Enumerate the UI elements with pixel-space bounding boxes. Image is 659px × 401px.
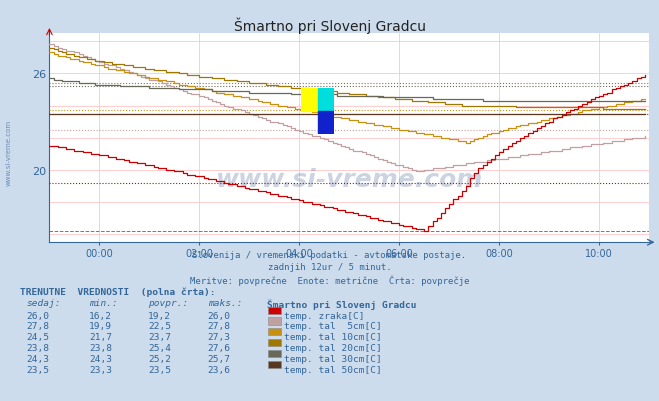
Text: temp. tal 30cm[C]: temp. tal 30cm[C] <box>284 354 382 363</box>
Text: min.:: min.: <box>89 299 118 308</box>
Text: 24,3: 24,3 <box>26 354 49 363</box>
Text: Šmartno pri Slovenj Gradcu: Šmartno pri Slovenj Gradcu <box>267 299 416 309</box>
Text: Slovenija / vremenski podatki - avtomatske postaje.: Slovenija / vremenski podatki - avtomats… <box>192 251 467 259</box>
Text: 27,3: 27,3 <box>208 332 231 341</box>
Text: 25,7: 25,7 <box>208 354 231 363</box>
Text: temp. tal 10cm[C]: temp. tal 10cm[C] <box>284 332 382 341</box>
Text: 24,5: 24,5 <box>26 332 49 341</box>
Text: povpr.:: povpr.: <box>148 299 188 308</box>
Text: temp. tal 20cm[C]: temp. tal 20cm[C] <box>284 343 382 352</box>
Text: 27,8: 27,8 <box>208 322 231 330</box>
Text: 19,2: 19,2 <box>148 311 171 320</box>
Text: 23,5: 23,5 <box>26 365 49 374</box>
Text: 19,9: 19,9 <box>89 322 112 330</box>
Text: 23,6: 23,6 <box>208 365 231 374</box>
Text: 25,4: 25,4 <box>148 343 171 352</box>
Text: temp. tal 50cm[C]: temp. tal 50cm[C] <box>284 365 382 374</box>
Text: Šmartno pri Slovenj Gradcu: Šmartno pri Slovenj Gradcu <box>233 17 426 34</box>
Text: 23,3: 23,3 <box>89 365 112 374</box>
Text: sedaj:: sedaj: <box>26 299 61 308</box>
Text: 22,5: 22,5 <box>148 322 171 330</box>
Text: www.si-vreme.com: www.si-vreme.com <box>215 168 483 192</box>
Text: 23,7: 23,7 <box>148 332 171 341</box>
Text: 26,0: 26,0 <box>26 311 49 320</box>
Text: 23,8: 23,8 <box>26 343 49 352</box>
Text: 26,0: 26,0 <box>208 311 231 320</box>
Text: 23,8: 23,8 <box>89 343 112 352</box>
Text: temp. tal  5cm[C]: temp. tal 5cm[C] <box>284 322 382 330</box>
Text: 23,5: 23,5 <box>148 365 171 374</box>
Text: 27,8: 27,8 <box>26 322 49 330</box>
Text: temp. zraka[C]: temp. zraka[C] <box>284 311 364 320</box>
Text: TRENUTNE  VREDNOSTI  (polna črta):: TRENUTNE VREDNOSTI (polna črta): <box>20 287 215 296</box>
Text: Meritve: povprečne  Enote: metrične  Črta: povprečje: Meritve: povprečne Enote: metrične Črta:… <box>190 275 469 285</box>
Text: 25,2: 25,2 <box>148 354 171 363</box>
Text: 16,2: 16,2 <box>89 311 112 320</box>
Text: maks.:: maks.: <box>208 299 242 308</box>
Text: 27,6: 27,6 <box>208 343 231 352</box>
Text: zadnjih 12ur / 5 minut.: zadnjih 12ur / 5 minut. <box>268 263 391 271</box>
Text: 21,7: 21,7 <box>89 332 112 341</box>
Text: www.si-vreme.com: www.si-vreme.com <box>5 119 12 185</box>
Text: 24,3: 24,3 <box>89 354 112 363</box>
